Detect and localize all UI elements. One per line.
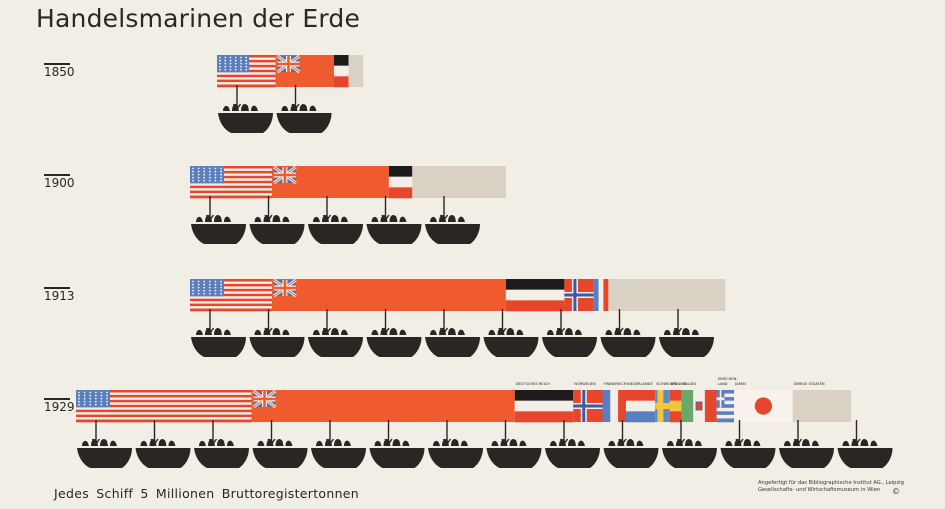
credit-line-2: Gesellschafts- und Wirtschaftsmuseum in … — [758, 486, 881, 493]
year-row-1900: 1900 — [44, 165, 506, 244]
country-label-norway: NORWEGEN — [574, 382, 596, 386]
ship-icon — [425, 196, 480, 244]
bar-segment-norway — [564, 279, 594, 311]
ship-icon — [308, 196, 363, 244]
country-label-germany: DEUTSCHES REICH — [516, 382, 550, 386]
ship-icon — [249, 196, 305, 244]
country-label-spain: SPANIEN — [671, 382, 687, 386]
copyright-mark: © — [892, 487, 900, 496]
ship-icon — [600, 309, 656, 357]
year-rule — [44, 287, 70, 289]
ship-icon — [252, 420, 308, 468]
ship-icon — [249, 309, 305, 357]
ship-icon — [191, 309, 246, 357]
bar-segment-other — [348, 55, 364, 87]
bar-segment-france — [593, 279, 609, 311]
bar-segment-japan — [734, 390, 793, 422]
ship-icon — [483, 309, 539, 357]
bar-segment-other — [792, 390, 852, 422]
bar-segment-usa — [76, 390, 252, 423]
country-label-japan: JAPAN — [734, 382, 746, 386]
year-label: 1900 — [44, 176, 75, 190]
bar-segment-britain — [251, 389, 515, 422]
unit-legend: Jedes Schiff 5 Millionen Bruttoregistert… — [54, 486, 360, 501]
bar-segment-norway — [573, 390, 603, 422]
year-row-1929: 1929 DEUTSCHES REICH NORWEGEN FRANKREICH NIE… — [44, 377, 893, 468]
bar-segment-spain — [669, 390, 682, 423]
ship-icon — [194, 420, 249, 468]
country-label-other: ÜBRIGE STAATEN — [794, 381, 825, 386]
bar-segment-germany — [514, 390, 574, 423]
ship-icon — [486, 420, 542, 468]
bar-segment-usa — [190, 279, 272, 312]
year-row-1850: 1850 — [44, 54, 364, 133]
ship-icon — [428, 420, 483, 468]
ship-icon — [276, 85, 332, 133]
year-row-1913: 1913 — [44, 278, 726, 357]
ship-icon — [720, 420, 776, 468]
ship-icon — [779, 420, 834, 468]
ship-icon — [366, 309, 422, 357]
ship-icon — [366, 196, 422, 244]
country-label-sweden: SCHWEDEN — [656, 382, 677, 386]
ship-icon — [308, 309, 363, 357]
year-rule — [44, 63, 70, 65]
country-label-netherlands: NIEDERLANDE — [627, 382, 654, 386]
ship-icon — [542, 309, 597, 357]
bar-segment-other — [608, 279, 726, 311]
bar-segment-usa — [190, 166, 272, 199]
bar-segment-other — [412, 166, 506, 198]
country-label-greece: GRIECHEN- — [718, 377, 739, 381]
ship-icon — [662, 420, 717, 468]
ship-icon — [837, 420, 893, 468]
ship-icon — [191, 196, 246, 244]
country-label-france: FRANKREICH — [604, 382, 627, 386]
ship-icon — [425, 309, 480, 357]
credit-line-1: Angefertigt für das Bibliographische Ins… — [758, 480, 904, 486]
year-rule — [44, 398, 70, 400]
ship-icon — [603, 420, 659, 468]
country-label-italy: ITALIEN — [682, 382, 696, 386]
bar-segment-italy — [681, 390, 717, 422]
bar-segment-britain — [275, 54, 334, 87]
country-label-greece: LAND — [718, 382, 728, 386]
bar-segment-netherlands — [625, 390, 656, 423]
ship-icon — [77, 420, 132, 468]
bar-segment-britain — [271, 278, 506, 311]
ship-icon — [311, 420, 366, 468]
year-label: 1850 — [44, 65, 75, 79]
year-label: 1929 — [44, 400, 75, 414]
bar-segment-germany — [334, 55, 349, 88]
bar-segment-greece — [716, 390, 735, 423]
ship-icon — [659, 309, 714, 357]
bar-segment-germany — [388, 166, 413, 199]
year-rule — [44, 174, 70, 176]
ship-icon — [218, 85, 273, 133]
bar-segment-usa — [217, 55, 276, 88]
ship-icon — [135, 420, 191, 468]
credit-text: Angefertigt für das Bibliographische Ins… — [758, 480, 918, 493]
ship-icon — [369, 420, 425, 468]
ship-icon — [545, 420, 600, 468]
bar-segment-britain — [271, 165, 389, 198]
bar-segment-germany — [505, 279, 565, 312]
year-label: 1913 — [44, 289, 75, 303]
chart-title: Handelsmarinen der Erde — [36, 4, 361, 33]
bar-segment-sweden — [655, 390, 670, 422]
bar-segment-france — [602, 390, 627, 422]
